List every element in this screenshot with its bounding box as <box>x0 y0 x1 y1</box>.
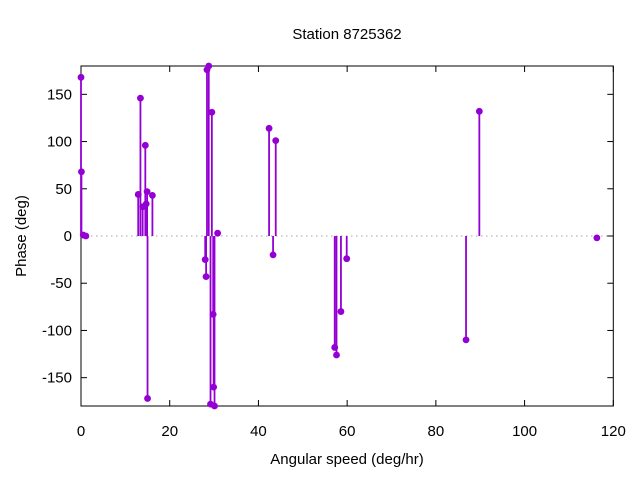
data-point <box>475 107 483 115</box>
x-tick-label: 0 <box>77 423 85 440</box>
data-point <box>211 402 218 410</box>
data-point <box>265 124 273 132</box>
data-point <box>77 73 85 81</box>
data-point <box>272 137 280 145</box>
data-point <box>144 395 151 402</box>
data-point <box>331 344 339 351</box>
data-point <box>333 351 340 359</box>
plot-area: 0 20 40 60 80 100 120 -150 -100 -50 0 50 100 150 <box>42 62 626 440</box>
data-point <box>593 234 601 242</box>
data-point <box>134 191 142 198</box>
x-tick-label: 80 <box>428 423 445 440</box>
y-tick-label: -100 <box>42 322 72 339</box>
x-tick-label: 60 <box>339 423 356 440</box>
data-point <box>149 191 156 199</box>
y-tick-label: 150 <box>47 86 72 103</box>
y-tick-label: -50 <box>50 275 72 292</box>
data-point <box>205 62 213 70</box>
data-point <box>214 229 222 237</box>
data-point <box>141 141 149 149</box>
data-point <box>78 168 85 176</box>
data-point <box>142 200 150 208</box>
y-tick-label: 50 <box>55 181 72 198</box>
data-point <box>201 256 209 264</box>
x-tick-label: 20 <box>161 423 178 440</box>
data-point <box>137 94 144 102</box>
data-point <box>143 188 151 196</box>
x-tick-label: 120 <box>601 423 626 440</box>
x-tick-label: 40 <box>250 423 267 440</box>
y-axis-label: Phase (deg) <box>13 195 30 277</box>
data-point <box>343 255 351 263</box>
data-point <box>210 383 218 391</box>
data-point <box>337 308 345 315</box>
y-tick-label: -150 <box>42 370 72 387</box>
x-axis-label: Angular speed (deg/hr) <box>270 451 423 468</box>
data-point <box>269 251 277 259</box>
data-point <box>462 336 470 344</box>
data-point <box>82 232 90 240</box>
y-tick-label: 100 <box>47 134 72 151</box>
chart-title: Station 8725362 <box>292 26 401 43</box>
y-tick-label: 0 <box>64 228 72 245</box>
data-point <box>209 310 217 318</box>
x-tick-label: 100 <box>512 423 537 440</box>
data-point <box>202 273 210 281</box>
data-point <box>208 108 216 116</box>
